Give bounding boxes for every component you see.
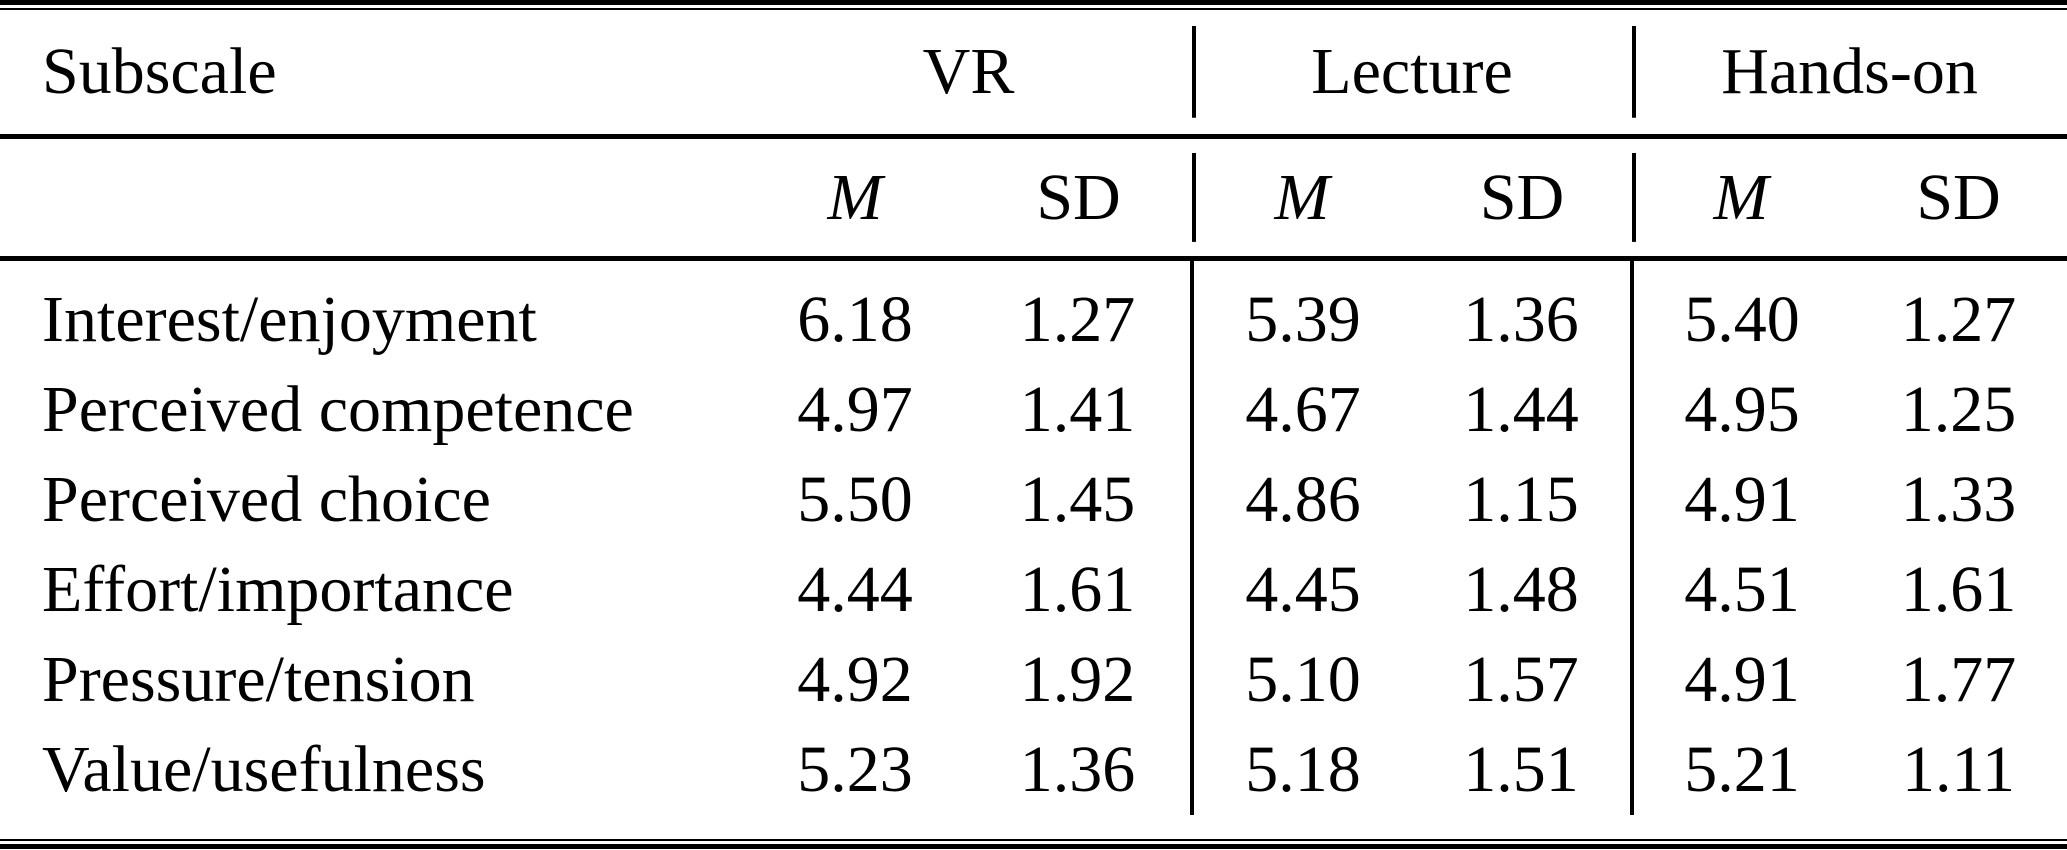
top-rule-thin xyxy=(0,8,2067,10)
cell-lecture-sd: 1.44 xyxy=(1463,373,1579,446)
row-label: Perceived competence xyxy=(42,373,634,446)
cell-lecture-sd: 1.15 xyxy=(1463,463,1579,536)
row-label: Pressure/tension xyxy=(42,643,475,716)
cell-hands-on-sd: 1.33 xyxy=(1900,463,2017,536)
cell-vr-sd: 1.61 xyxy=(1019,553,1136,626)
table-row: Value/usefulness 5.23 1.36 5.18 1.51 5.2… xyxy=(0,725,2067,815)
spacer-row-top xyxy=(0,258,2067,275)
cell-hands-on-sd: 1.77 xyxy=(1900,643,2017,716)
cell-lecture-mean: 5.10 xyxy=(1190,635,1412,725)
stat-header-row: M SD M SD M SD xyxy=(0,136,2067,261)
cell-vr-sd: 1.92 xyxy=(1019,643,1136,716)
bottom-rule-thin xyxy=(0,839,2067,841)
group-header-vr: VR xyxy=(745,10,1192,139)
cell-hands-on-sd: 1.61 xyxy=(1900,553,2017,626)
cell-hands-on-mean: 4.51 xyxy=(1630,545,1851,635)
group-header-row: Subscale VR Lecture Hands-on xyxy=(0,10,2067,139)
table-row: Perceived competence 4.97 1.41 4.67 1.44… xyxy=(0,365,2067,455)
cell-lecture-mean: 4.86 xyxy=(1190,455,1412,545)
group-header-hands-on: Hands-on xyxy=(1632,10,2067,139)
top-rule-gap xyxy=(0,5,2067,8)
cell-lecture-mean: 4.67 xyxy=(1190,365,1412,455)
column-header-subscale: Subscale xyxy=(0,10,745,139)
table-row: Perceived choice 5.50 1.45 4.86 1.15 4.9… xyxy=(0,455,2067,545)
table-row: Effort/importance 4.44 1.61 4.45 1.48 4.… xyxy=(0,545,2067,635)
table-row: Interest/enjoyment 6.18 1.27 5.39 1.36 5… xyxy=(0,275,2067,365)
stat-header-vr-sd: SD xyxy=(965,136,1192,261)
stat-header-vr-mean: M xyxy=(745,136,965,261)
cell-hands-on-mean: 5.21 xyxy=(1630,725,1851,815)
group-header-lecture: Lecture xyxy=(1192,10,1633,139)
cell-hands-on-sd: 1.25 xyxy=(1900,373,2017,446)
cell-vr-sd: 1.45 xyxy=(1019,463,1136,536)
cell-lecture-mean: 5.39 xyxy=(1190,275,1412,365)
cell-lecture-mean: 4.45 xyxy=(1190,545,1412,635)
cell-hands-on-sd: 1.27 xyxy=(1900,283,2017,356)
stat-header-empty xyxy=(0,136,745,261)
stat-header-lecture-sd: SD xyxy=(1412,136,1633,261)
cell-vr-mean: 4.97 xyxy=(797,373,913,446)
cell-hands-on-sd: 1.11 xyxy=(1901,733,2016,806)
cell-vr-mean: 5.50 xyxy=(797,463,913,536)
cell-hands-on-mean: 4.95 xyxy=(1630,365,1851,455)
cell-hands-on-mean: 4.91 xyxy=(1630,455,1851,545)
row-label: Value/usefulness xyxy=(42,733,486,806)
cell-vr-mean: 5.23 xyxy=(797,733,913,806)
row-label: Effort/importance xyxy=(42,553,514,626)
cell-vr-sd: 1.27 xyxy=(1019,283,1136,356)
cell-lecture-sd: 1.48 xyxy=(1463,553,1579,626)
cell-lecture-sd: 1.57 xyxy=(1463,643,1579,716)
bottom-rule-gap xyxy=(0,841,2067,844)
cell-vr-mean: 4.92 xyxy=(797,643,913,716)
cell-vr-mean: 6.18 xyxy=(797,283,913,356)
cell-lecture-sd: 1.51 xyxy=(1463,733,1579,806)
cell-lecture-sd: 1.36 xyxy=(1463,283,1579,356)
spacer-row-bottom xyxy=(0,815,2067,839)
cell-hands-on-mean: 5.40 xyxy=(1630,275,1851,365)
cell-hands-on-mean: 4.91 xyxy=(1630,635,1851,725)
bottom-rule-thick xyxy=(0,844,2067,849)
cell-vr-sd: 1.36 xyxy=(1019,733,1136,806)
cell-lecture-mean: 5.18 xyxy=(1190,725,1412,815)
top-rule-thick xyxy=(0,0,2067,5)
stat-header-hands-on-sd: SD xyxy=(1850,136,2067,261)
stat-header-lecture-mean: M xyxy=(1192,136,1412,261)
table-row: Pressure/tension 4.92 1.92 5.10 1.57 4.9… xyxy=(0,635,2067,725)
row-label: Perceived choice xyxy=(42,463,491,536)
stat-header-hands-on-mean: M xyxy=(1632,136,1851,261)
row-label: Interest/enjoyment xyxy=(42,283,537,356)
subscale-stats-table: Subscale VR Lecture Hands-on M SD M SD M… xyxy=(0,10,2067,839)
cell-vr-mean: 4.44 xyxy=(797,553,913,626)
cell-vr-sd: 1.41 xyxy=(1019,373,1136,446)
